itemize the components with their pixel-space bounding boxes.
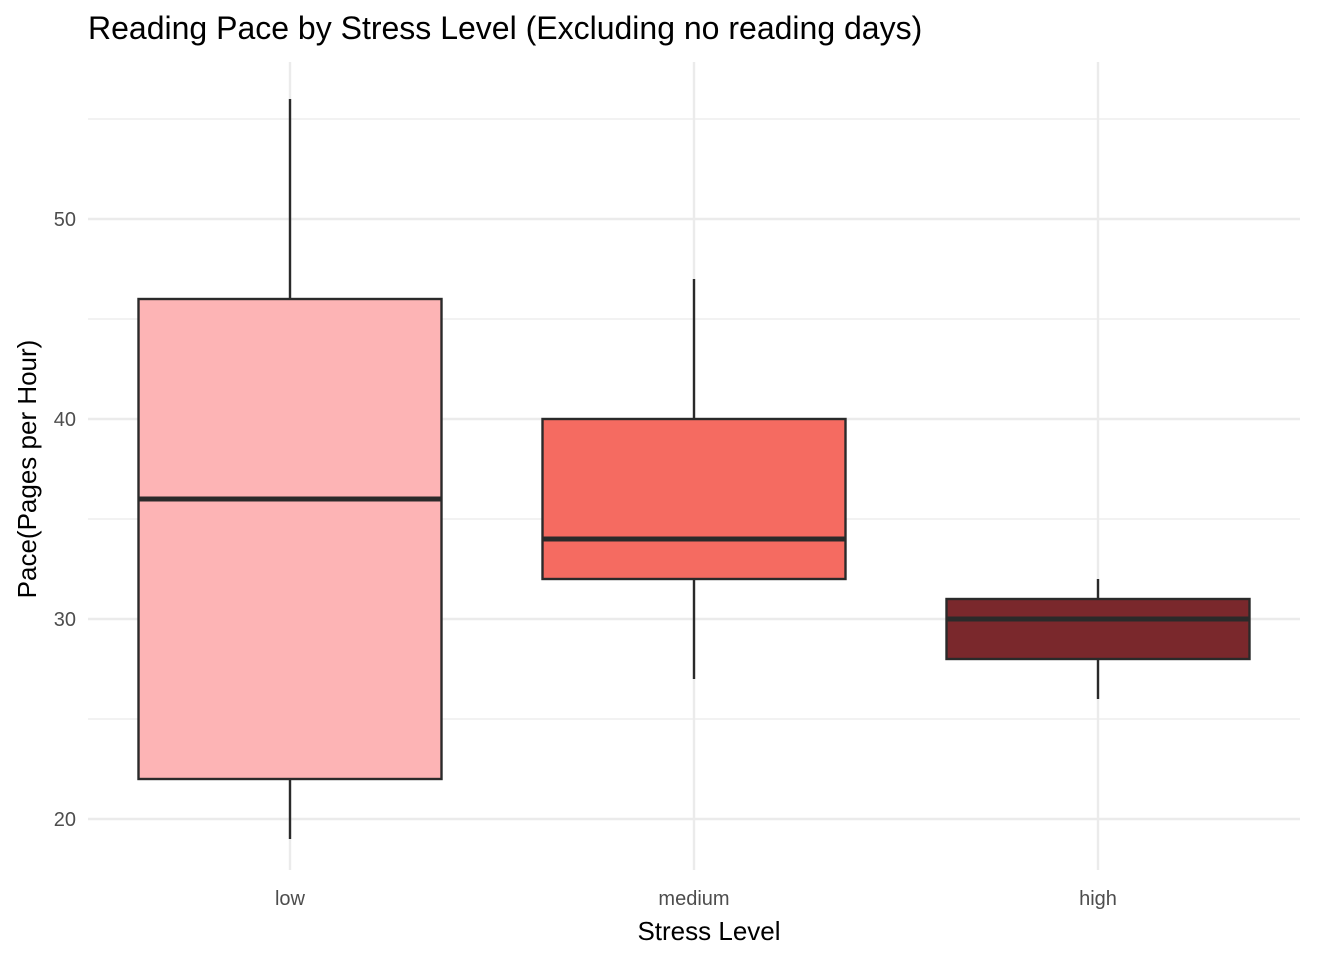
y-tick-label: 40	[54, 409, 76, 431]
boxes	[137, 99, 1251, 839]
box-body	[945, 597, 1251, 661]
x-tick-label: high	[1079, 888, 1117, 910]
y-tick-label: 50	[54, 209, 76, 231]
x-tick-label: medium	[658, 888, 729, 910]
box-high	[945, 579, 1251, 699]
y-axis-title: Pace(Pages per Hour)	[12, 340, 42, 599]
y-axis-ticks: 20 30 40 50	[54, 209, 76, 831]
y-tick-label: 30	[54, 609, 76, 631]
chart-title: Reading Pace by Stress Level (Excluding …	[88, 10, 922, 46]
box-body	[541, 417, 847, 581]
x-tick-label: low	[275, 888, 306, 910]
x-axis-ticks: low medium high	[275, 888, 1117, 910]
box-medium	[541, 279, 847, 679]
box-low	[137, 99, 443, 839]
x-axis-title: Stress Level	[637, 916, 780, 946]
y-tick-label: 20	[54, 809, 76, 831]
box-body	[137, 297, 443, 781]
